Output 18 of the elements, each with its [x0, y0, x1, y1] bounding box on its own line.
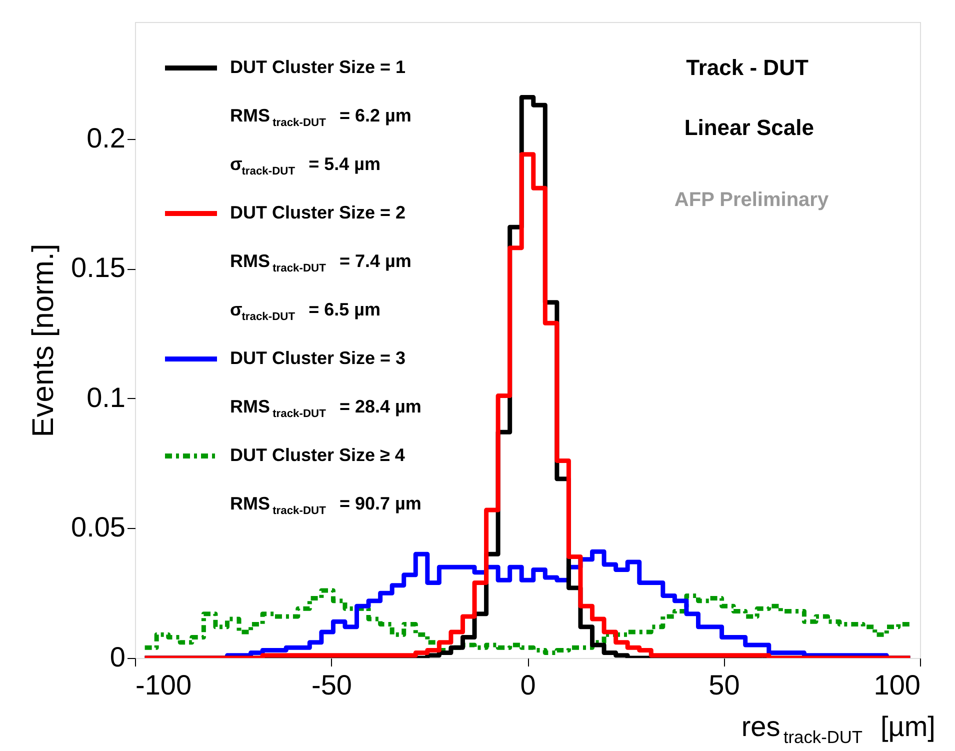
- legend-label: DUT Cluster Size = 1: [230, 57, 406, 77]
- x-tick-label: 50: [708, 670, 740, 700]
- annotation: AFP Preliminary: [674, 189, 830, 211]
- y-tick-label: 0: [110, 642, 126, 672]
- legend-label: DUT Cluster Size = 3: [230, 348, 406, 368]
- legend-label: DUT Cluster Size = 2: [230, 202, 406, 222]
- y-tick-label: 0.1: [86, 382, 126, 413]
- annotation: Track - DUT: [686, 55, 809, 80]
- annotation: Linear Scale: [684, 115, 814, 140]
- y-tick-label: 0.05: [71, 512, 126, 543]
- x-tick-label: -50: [312, 670, 352, 700]
- x-tick-label: 0: [520, 670, 536, 700]
- y-tick-label: 0.2: [86, 122, 126, 154]
- y-tick-label: 0.15: [71, 252, 126, 284]
- y-axis-title: Events [norm.]: [27, 244, 60, 438]
- x-tick-label: -100: [136, 670, 192, 700]
- x-tick-label: 100: [874, 670, 920, 700]
- legend-label: DUT Cluster Size ≥ 4: [230, 445, 405, 465]
